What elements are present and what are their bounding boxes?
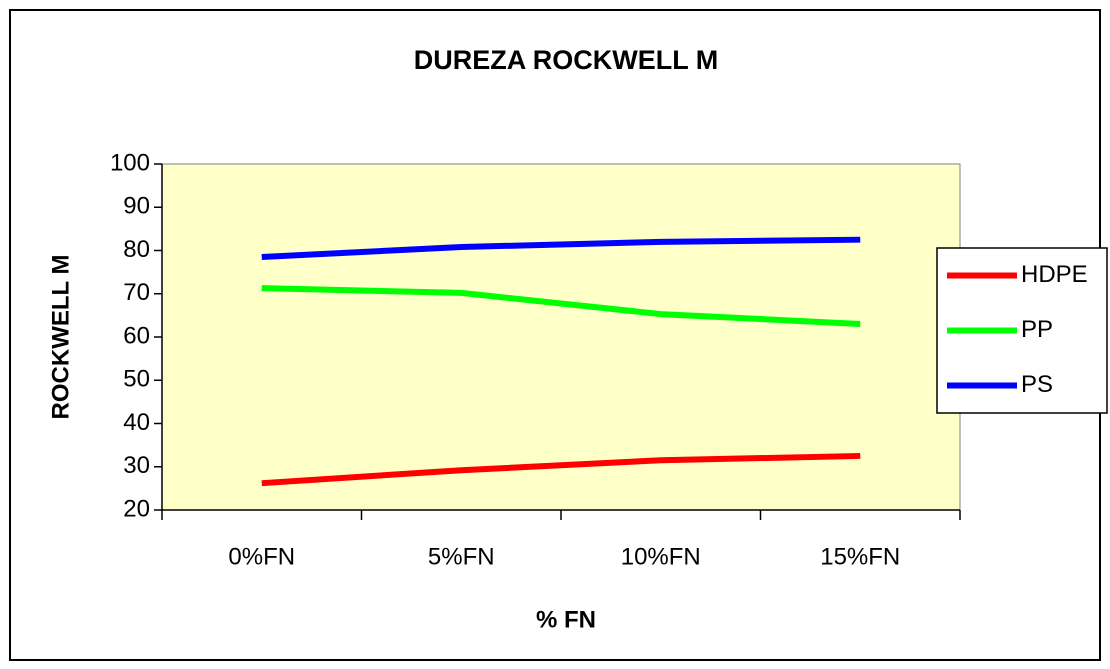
x-tick-label: 5%FN [428,543,495,570]
y-tick-label: 20 [123,495,150,522]
y-tick-label: 30 [123,452,150,479]
legend-label: PP [1021,316,1053,343]
legend-label: PS [1021,371,1053,398]
x-tick-label: 10%FN [621,543,701,570]
chart-title: DUREZA ROCKWELL M [414,45,718,75]
series-line [261,285,861,328]
x-axis-title: % FN [536,606,596,633]
y-tick-label: 80 [123,236,150,263]
y-tick-label: 90 [123,193,150,220]
series-line [261,452,861,487]
plot-area [161,163,961,511]
y-tick-label: 60 [123,322,150,349]
y-tick-label: 70 [123,279,150,306]
y-tick-label: 40 [123,409,150,436]
y-axis-title: ROCKWELL M [47,255,74,420]
y-tick-label: 50 [123,366,150,393]
x-tick-label: 15%FN [820,543,900,570]
series-line [261,236,861,260]
y-tick-label: 100 [110,149,150,176]
legend-label: HDPE [1021,261,1088,288]
x-tick-label: 0%FN [228,543,295,570]
